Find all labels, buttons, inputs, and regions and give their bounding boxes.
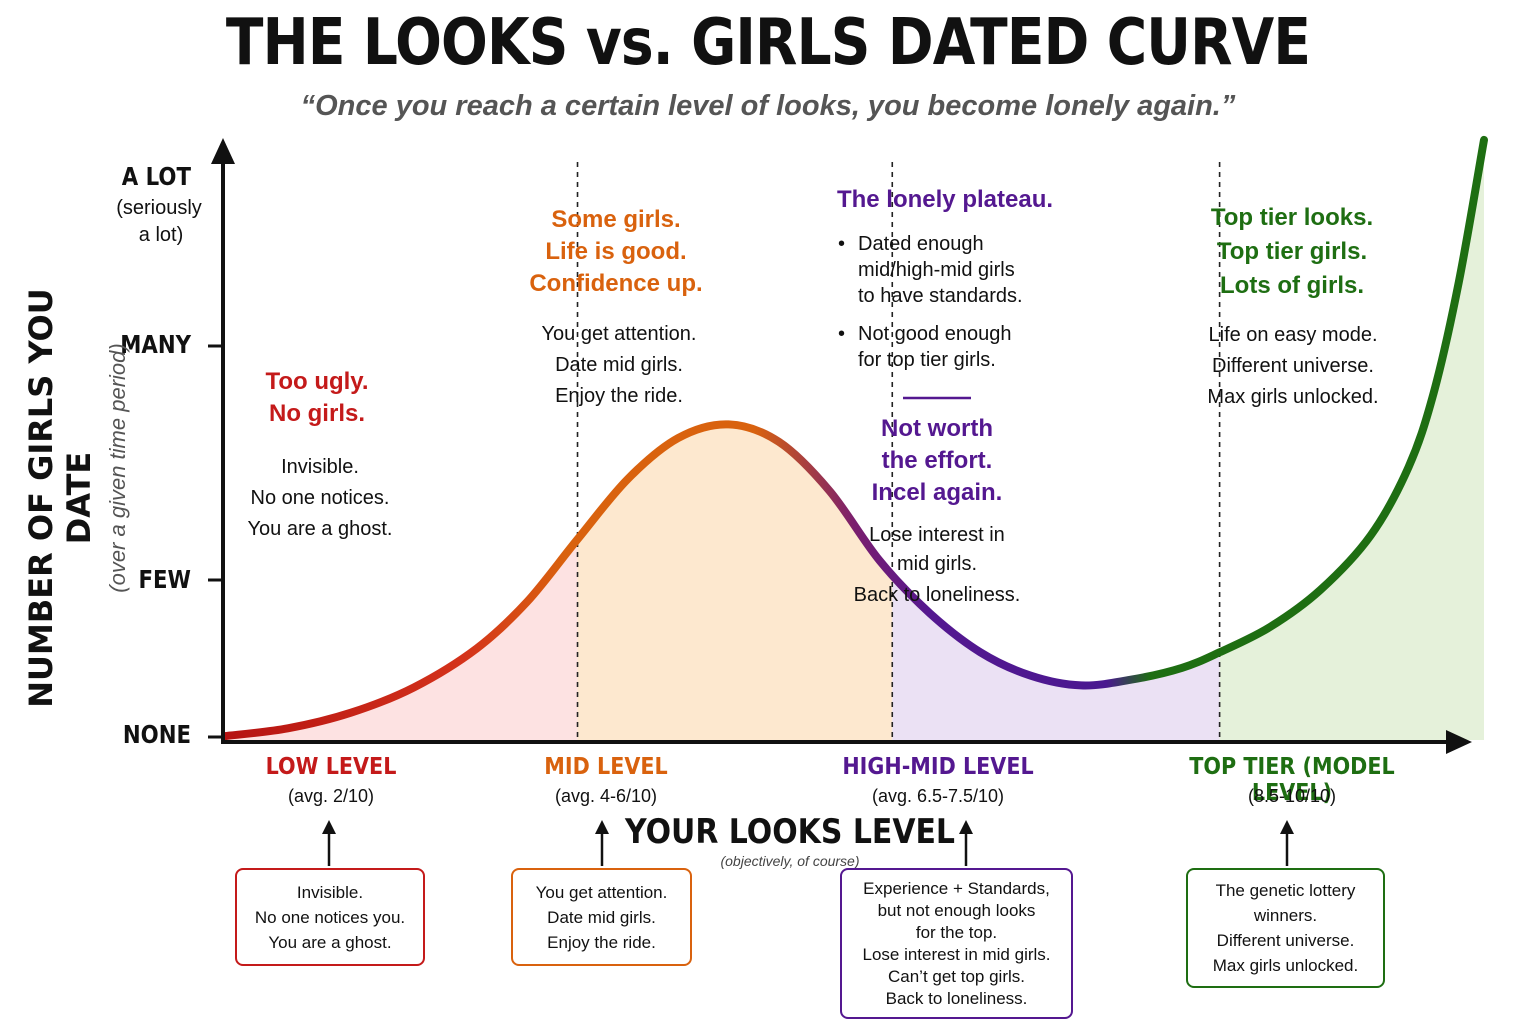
segment-fill-low: [225, 539, 578, 740]
low-body: Invisible. No one notices. You are a gho…: [195, 452, 445, 545]
callout-box-mid: You get attention. Date mid girls. Enjoy…: [511, 868, 692, 966]
callout-highmid-line-3: for the top.: [915, 922, 998, 942]
callout-box-highmid: Experience + Standards, but not enough l…: [840, 868, 1073, 1019]
mid-body-2: Date mid girls.: [555, 354, 683, 376]
callout-mid-line-1: You get attention.: [535, 882, 668, 902]
tier-range-low: (avg. 2/10): [287, 786, 375, 806]
highmid-head2-1: Not worth: [881, 415, 993, 442]
ytick-note-alot-2: a lot): [138, 224, 184, 246]
highmid-body-2: mid girls.: [896, 553, 977, 575]
highmid-bullet-2-line-1: Not good enough: [858, 323, 1012, 345]
top-head-3: Lots of girls.: [1220, 272, 1364, 299]
low-body-2: No one notices.: [250, 487, 390, 509]
highmid-head2-3: Incel again.: [871, 479, 1003, 506]
callout-highmid-line-2: but not enough looks: [877, 900, 1036, 920]
highmid-bullets: • Dated enough mid/high-mid girls to hav…: [838, 231, 1078, 385]
tier-range-top: (8.5-10/10): [1247, 786, 1337, 806]
ytick-label-few: FEW: [138, 565, 191, 594]
callout-top-line-1: The genetic lottery: [1215, 881, 1356, 900]
segment-dividers: [576, 162, 1221, 740]
ytick-note-alot-1: (seriously: [116, 197, 202, 219]
top-body-3: Max girls unlocked.: [1207, 386, 1379, 408]
segment-fill-highmid: [892, 575, 1220, 740]
low-annotation: Too ugly. No girls.: [217, 366, 417, 430]
tier-label-highmid: HIGH-MID LEVEL: [842, 754, 1034, 780]
top-body: Life on easy mode. Different universe. M…: [1168, 320, 1418, 413]
x-axis-title: YOUR LOOKS LEVEL: [625, 812, 955, 852]
tier-label-low: LOW LEVEL: [265, 754, 397, 780]
low-body-1: Invisible.: [281, 456, 359, 478]
callout-top-line-2: winners.: [1253, 906, 1318, 925]
tier-range-mid: (avg. 4-6/10): [554, 786, 658, 806]
highmid-bullet-2-line-2: for top tier girls.: [858, 349, 996, 371]
highmid-head: The lonely plateau.: [836, 186, 1054, 213]
low-head-1: Too ugly.: [265, 368, 369, 395]
highmid-body-1: Lose interest in: [869, 524, 1005, 546]
mid-body-3: Enjoy the ride.: [555, 385, 683, 407]
segment-fills: [225, 139, 1484, 740]
looks-curve-line: [221, 135, 1488, 741]
top-body-2: Different universe.: [1212, 355, 1374, 377]
callout-low-line-3: You are a ghost.: [268, 932, 392, 952]
callout-arrows: [322, 820, 1294, 866]
tier-label-top: TOP TIER (MODEL LEVEL): [1189, 754, 1395, 806]
highmid-annotation-2: Not worth the effort. Incel again.: [807, 413, 1067, 509]
highmid-bullet-1: • Dated enough mid/high-mid girls to hav…: [838, 231, 1078, 309]
callout-low-line-1: Invisible.: [296, 882, 364, 902]
ytick-label-none: NONE: [122, 720, 191, 749]
segment-fill-top: [1219, 139, 1484, 740]
bullet-dot-icon: •: [838, 233, 846, 255]
top-body-1: Life on easy mode.: [1208, 324, 1378, 346]
callout-highmid-line-5: Can’t get top girls.: [887, 966, 1025, 986]
highmid-body-3: Back to loneliness.: [853, 584, 1021, 606]
ytick-label-alot: A LOT: [121, 162, 191, 191]
mid-body-1: You get attention.: [541, 323, 697, 345]
mid-body: You get attention. Date mid girls. Enjoy…: [494, 319, 744, 412]
callout-mid-line-3: Enjoy the ride.: [547, 932, 656, 952]
tier-range-highmid: (avg. 6.5-7.5/10): [871, 786, 1005, 806]
callout-box-low: Invisible. No one notices you. You are a…: [235, 868, 425, 966]
x-axis-arrow: [1446, 730, 1472, 754]
x-axis-subtitle: (objectively, of course): [720, 853, 860, 869]
mid-head-2: Life is good.: [545, 238, 687, 265]
callout-mid-line-2: Date mid girls.: [547, 907, 656, 927]
chart-title: THE LOOKS vs. GIRLS DATED CURVE: [225, 6, 1311, 80]
callout-box-top: The genetic lottery winners. Different u…: [1186, 868, 1385, 988]
highmid-head2-2: the effort.: [881, 447, 993, 474]
low-body-3: You are a ghost.: [247, 518, 393, 540]
mid-head-1: Some girls.: [551, 206, 681, 233]
y-axis-arrow: [211, 138, 235, 164]
callout-highmid-line-6: Back to loneliness.: [885, 988, 1028, 1008]
callout-low-line-2: No one notices you.: [254, 907, 406, 927]
mid-annotation: Some girls. Life is good. Confidence up.: [486, 204, 746, 300]
low-head-2: No girls.: [268, 400, 365, 427]
chart-subtitle: “Once you reach a certain level of looks…: [300, 90, 1236, 122]
y-axis-title: NUMBER OF GIRLS YOU DATE: [22, 288, 98, 708]
top-head-2: Top tier girls.: [1216, 238, 1368, 265]
bullet-dot-icon: •: [838, 323, 846, 345]
highmid-bullet-1-line-1: Dated enough: [858, 233, 984, 255]
callout-top-line-4: Max girls unlocked.: [1212, 956, 1359, 975]
top-annotation: Top tier looks. Top tier girls. Lots of …: [1160, 201, 1424, 303]
callout-top-line-3: Different universe.: [1216, 931, 1355, 950]
ytick-label-many: MANY: [120, 330, 191, 359]
highmid-bullet-2: • Not good enough for top tier girls.: [838, 321, 1078, 373]
highmid-body: Lose interest in mid girls. Back to lone…: [812, 521, 1062, 612]
tier-label-mid: MID LEVEL: [544, 754, 668, 780]
callout-highmid-line-4: Lose interest in mid girls.: [862, 944, 1051, 964]
highmid-bullet-1-line-3: to have standards.: [858, 285, 1023, 307]
mid-head-3: Confidence up.: [529, 270, 703, 297]
segment-fill-mid: [577, 424, 893, 740]
y-axis-subtitle: (over a given time period): [105, 343, 130, 593]
callout-highmid-line-1: Experience + Standards,: [863, 878, 1050, 898]
top-head-1: Top tier looks.: [1210, 204, 1374, 231]
highmid-bullet-1-line-2: mid/high-mid girls: [858, 259, 1015, 281]
